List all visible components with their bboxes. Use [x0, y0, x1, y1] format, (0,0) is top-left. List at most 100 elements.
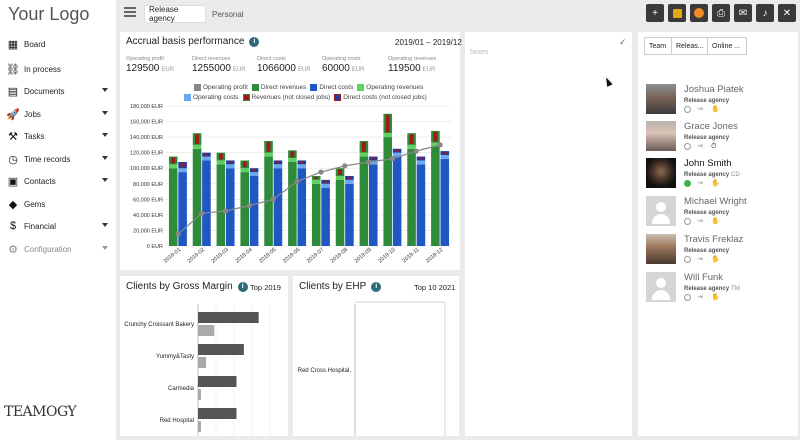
range-sep: – [426, 38, 431, 47]
bar-direct-costs [321, 187, 330, 246]
brand-logo: TEAMOGY [4, 404, 77, 420]
chevron-down-icon [102, 156, 108, 160]
sidebar-item-board[interactable]: ▦ Board [0, 34, 116, 54]
sidebar-item-gems[interactable]: ◆ Gems [0, 194, 116, 214]
rocket-icon: 🚀 [6, 108, 20, 121]
legend-label[interactable]: Direct costs [319, 84, 354, 91]
y-tick-label: 60,000 EUR [133, 197, 163, 203]
sidebar: Your Logo ▦ Board ⛓ In process ▤ Documen… [0, 0, 116, 440]
bar-gross-margin [198, 376, 237, 387]
accrual-range[interactable]: 2019/01 – 2019/12 [395, 38, 462, 47]
bar-operating-revenues [335, 176, 345, 180]
person-card[interactable]: Will Funk Release agency TM ⇥ ✋ [644, 272, 794, 306]
person-card[interactable]: Grace Jones Release agency ⇥ ⏱ [644, 121, 794, 155]
person-card[interactable]: Travis Freklaz Release agency ⇥ ✋ [644, 234, 794, 268]
breadcrumb-online[interactable]: Online ... [707, 37, 747, 55]
person-name: Will Funk [684, 272, 724, 283]
kpi-unit: EUR [232, 67, 246, 73]
point-operating-profit [342, 163, 348, 169]
person-card[interactable]: Joshua Piatek Release agency ⇥ ✋ [644, 84, 794, 118]
person-card[interactable]: Michael Wright Release agency ⇥ ✋ [644, 196, 794, 230]
kpi-unit: EUR [422, 67, 436, 73]
sidebar-item-in-process[interactable]: ⛓ In process [0, 59, 116, 79]
legend-label[interactable]: Operating revenues [366, 84, 424, 91]
x-tick-label: 2019-08 [330, 247, 349, 265]
kpi-value: 1066000 [257, 63, 296, 74]
bar-direct-costs [368, 164, 378, 246]
sidebar-item-time-records[interactable]: ◷ Time records [0, 149, 116, 169]
y-tick-label: 0 EUR [147, 244, 163, 250]
print-icon[interactable]: ⎙ [712, 4, 730, 22]
chevron-down-icon [102, 88, 108, 92]
bar-direct-costs-not-closed [323, 180, 328, 183]
legend-label[interactable]: Operating profit [203, 84, 248, 91]
hand-icon: ✋ [711, 106, 720, 113]
bar-operating-costs [321, 183, 330, 188]
chat-icon[interactable]: ✉ [734, 4, 752, 22]
tab-personal[interactable]: Personal [212, 9, 244, 19]
sidebar-item-label: Board [24, 39, 46, 49]
default-avatar-icon [646, 196, 676, 226]
person-name: Joshua Piatek [684, 84, 744, 95]
bar-operating-revenues [383, 133, 393, 138]
bar-direct-revenues [311, 183, 321, 246]
bar-direct-costs [249, 176, 259, 246]
bar-direct-revenues [335, 179, 345, 246]
breadcrumb-team[interactable]: Team [644, 37, 672, 55]
sidebar-item-documents[interactable]: ▤ Documents [0, 81, 116, 101]
bar-direct-costs [392, 156, 402, 246]
person-status: ⇥ ✋ [684, 218, 720, 225]
ehp-chart: Red Cross Hospital, [298, 301, 446, 436]
period-top: Top [250, 283, 263, 292]
legend-label[interactable]: Revenues (not closed jobs) [251, 94, 331, 101]
y-tick-label: 160,000 EUR [130, 120, 163, 126]
app-logo[interactable]: Your Logo [8, 4, 90, 24]
ehp-title-text: Clients by EHP [299, 281, 367, 292]
check-icon[interactable]: ✓ [619, 37, 627, 47]
avatar [646, 121, 676, 151]
x-tick-label: 2019-02 [187, 247, 206, 265]
bar-gross-margin-secondary [198, 357, 207, 368]
legend-label[interactable]: Direct revenues [260, 84, 307, 91]
sidebar-item-label: Contacts [24, 176, 56, 186]
stopwatch-icon: ⏱ [711, 143, 717, 150]
hand-icon: ✋ [711, 180, 720, 187]
ehp-range[interactable]: Top 10 2021 [414, 283, 456, 292]
sidebar-item-tasks[interactable]: ⚒ Tasks [0, 126, 116, 146]
info-icon[interactable]: i [371, 281, 382, 292]
bar-direct-revenues [192, 148, 202, 246]
info-icon[interactable]: i [249, 36, 260, 47]
person-card[interactable]: John Smith Release agency CD ⇥ ✋ [644, 158, 794, 192]
bar-direct-costs-not-closed [180, 163, 185, 168]
kpi-value: 60000 [322, 63, 350, 74]
breadcrumb-release[interactable]: Releas... [671, 37, 708, 55]
accrual-title-text: Accrual basis performance [126, 36, 245, 47]
person-status: ⇥ ✋ [684, 180, 720, 187]
person-role-text: Release agency [684, 286, 730, 292]
gross-margin-chart: Crunchy Croissant Bakery Yummy&Tasty Carme… [124, 304, 271, 436]
chevron-down-icon [102, 246, 108, 250]
info-icon[interactable]: i [237, 281, 248, 292]
close-icon[interactable]: ✕ [778, 4, 796, 22]
notes-input[interactable]: Notes [470, 49, 489, 56]
y-tick-label: 80,000 EUR [133, 182, 163, 188]
sidebar-item-configuration[interactable]: ⚙ Configuration [0, 239, 116, 259]
bell-icon[interactable]: ♪ [756, 4, 774, 22]
note-icon[interactable] [668, 4, 686, 22]
alert-icon[interactable] [690, 4, 708, 22]
point-operating-profit [175, 231, 181, 237]
category-label: Crunchy Croissant Bakery [124, 322, 194, 328]
point-operating-profit [365, 159, 372, 165]
menu-icon[interactable] [124, 7, 136, 17]
sidebar-item-jobs[interactable]: 🚀 Jobs [0, 104, 116, 124]
plus-icon[interactable]: + [646, 4, 664, 22]
tab-release-agency[interactable]: Release agency [144, 5, 206, 23]
sidebar-item-financial[interactable]: $ Financial [0, 216, 116, 236]
gross-margin-period[interactable]: Top 2019 [250, 283, 281, 292]
sidebar-item-label: Time records [24, 154, 71, 164]
sidebar-item-contacts[interactable]: ▣ Contacts [0, 171, 116, 191]
accrual-chart: 0 EUR 20,000 EUR 40,000 EUR 60,000 EUR 80,00… [130, 104, 452, 265]
legend-label[interactable]: Direct costs (not closed jobs) [343, 94, 427, 101]
legend-label[interactable]: Operating costs [193, 94, 239, 101]
bar-operating-revenues [431, 142, 440, 147]
